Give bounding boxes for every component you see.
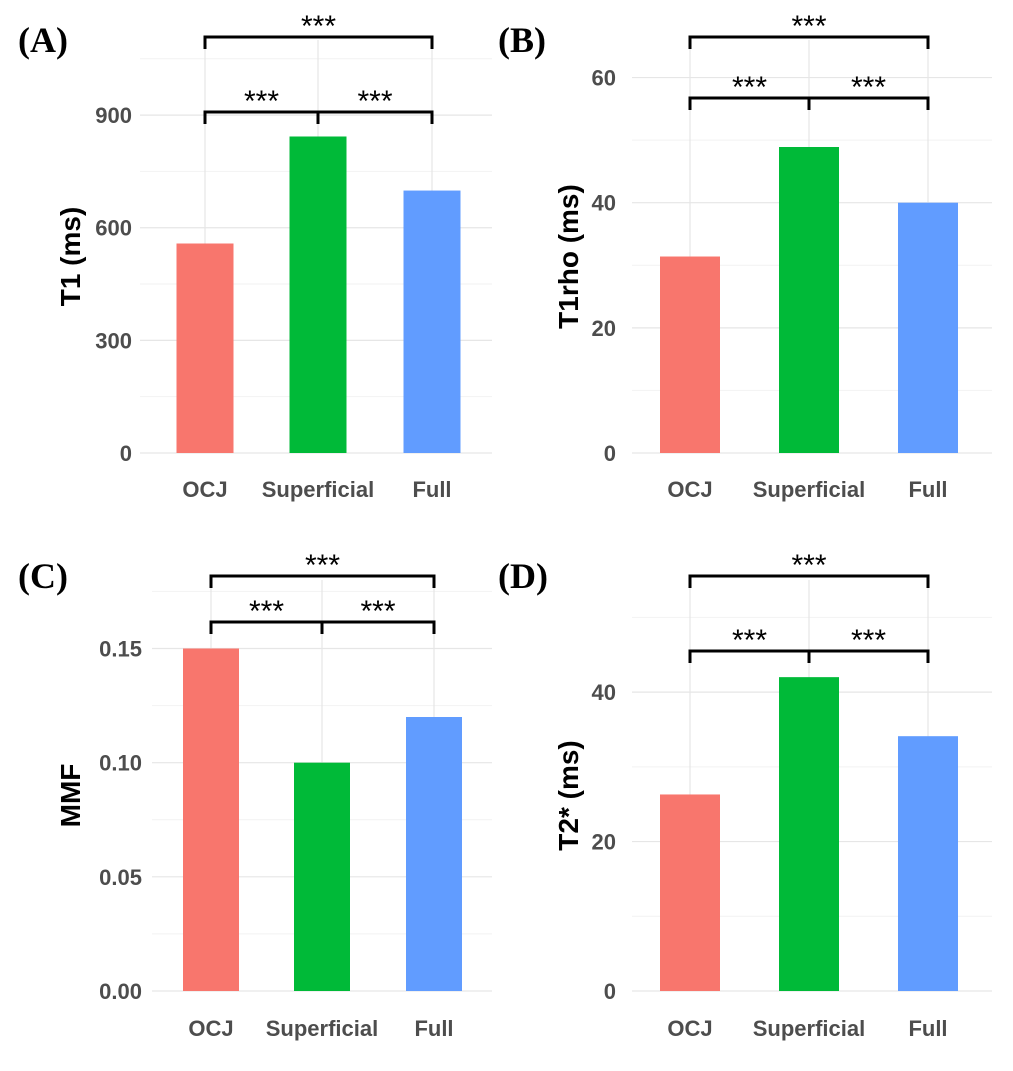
- significance-bracket: [688, 574, 930, 588]
- y-tick-label: 0.05: [99, 865, 142, 890]
- bar: [898, 736, 958, 991]
- y-tick-label: 0.15: [99, 637, 142, 662]
- x-tick-label: Full: [412, 477, 451, 502]
- significance-bracket: [203, 35, 434, 49]
- y-axis-title: T1rho (ms): [553, 184, 584, 329]
- chart-panel: 0 20 40 60 OCJ Superficial Full T1rho (ms) (B) **…: [498, 10, 992, 502]
- bar: [779, 677, 839, 991]
- y-tick-label: 0: [604, 441, 616, 466]
- bar: [898, 202, 958, 453]
- x-tick-label: OCJ: [667, 1016, 712, 1041]
- panel-label: (C): [18, 556, 68, 596]
- panel-label: (B): [498, 20, 546, 60]
- y-tick-label: 900: [95, 103, 132, 128]
- bar: [294, 762, 350, 991]
- chart-panel: 0 300 600 900 OCJ Superficial Full T1 (ms) (A) **…: [18, 10, 492, 502]
- significance-label: ***: [360, 595, 395, 628]
- y-tick-label: 600: [95, 216, 132, 241]
- bar: [660, 256, 720, 453]
- y-axis-title: T1 (ms): [55, 207, 86, 307]
- significance-label: ***: [244, 85, 279, 118]
- y-tick-label: 0: [120, 441, 132, 466]
- significance-label: ***: [791, 549, 826, 582]
- y-tick-label: 0.00: [99, 979, 142, 1004]
- significance-label: ***: [305, 549, 340, 582]
- bar: [406, 717, 462, 991]
- significance-bracket: [688, 35, 930, 49]
- x-tick-label: Full: [908, 477, 947, 502]
- y-axis-title: MMF: [55, 764, 86, 828]
- bar: [176, 243, 234, 453]
- significance-bracket: [316, 110, 434, 124]
- bar: [183, 648, 239, 991]
- significance-bracket: [320, 620, 436, 634]
- x-tick-label: OCJ: [667, 477, 712, 502]
- significance-bracket: [807, 96, 930, 110]
- significance-label: ***: [732, 71, 767, 104]
- significance-label: ***: [301, 10, 336, 43]
- significance-label: ***: [791, 10, 826, 43]
- bar: [403, 190, 461, 454]
- x-tick-label: Superficial: [262, 477, 374, 502]
- x-tick-label: OCJ: [182, 477, 227, 502]
- x-tick-label: OCJ: [188, 1016, 233, 1041]
- y-tick-label: 40: [592, 191, 616, 216]
- x-tick-label: Full: [414, 1016, 453, 1041]
- x-tick-label: Superficial: [753, 477, 865, 502]
- y-tick-label: 0.10: [99, 751, 142, 776]
- significance-label: ***: [851, 624, 886, 657]
- x-tick-label: Superficial: [266, 1016, 378, 1041]
- significance-label: ***: [851, 71, 886, 104]
- significance-bracket: [807, 649, 930, 663]
- x-tick-label: Superficial: [753, 1016, 865, 1041]
- y-axis-title: T2* (ms): [553, 740, 584, 850]
- x-tick-label: Full: [908, 1016, 947, 1041]
- y-tick-label: 60: [592, 66, 616, 91]
- significance-label: ***: [357, 85, 392, 118]
- bar: [660, 794, 720, 991]
- panel-label: (A): [18, 20, 68, 60]
- y-tick-label: 20: [592, 830, 616, 855]
- bar: [289, 136, 347, 453]
- bar: [779, 147, 839, 453]
- chart-panel: 0 20 40 OCJ Superficial Full T2* (ms) (D) *** ***…: [498, 549, 992, 1041]
- panel-label: (D): [498, 556, 548, 596]
- y-tick-label: 300: [95, 328, 132, 353]
- significance-label: ***: [249, 595, 284, 628]
- y-tick-label: 0: [604, 979, 616, 1004]
- chart-panel: 0.00 0.05 0.10 0.15 OCJ Superficial Full MMF (C)…: [18, 549, 492, 1041]
- y-tick-label: 40: [592, 680, 616, 705]
- significance-label: ***: [732, 624, 767, 657]
- significance-bracket: [209, 574, 436, 588]
- y-tick-label: 20: [592, 316, 616, 341]
